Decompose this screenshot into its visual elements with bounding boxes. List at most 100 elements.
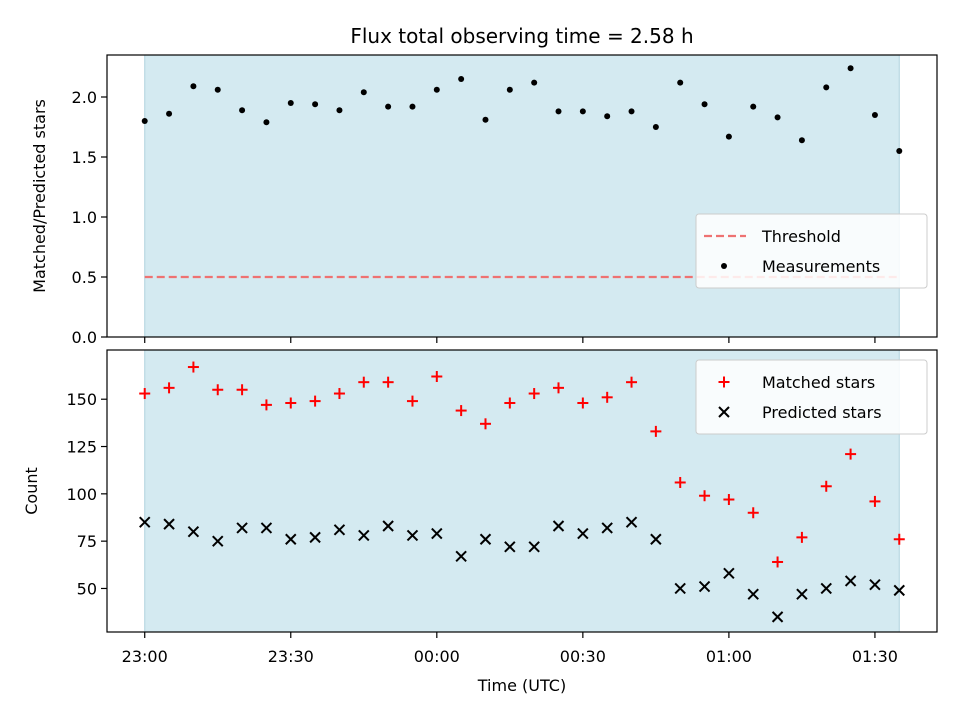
predicted-star-marker — [504, 541, 516, 553]
legend-label: Matched stars — [762, 373, 875, 392]
marker-stroke — [285, 533, 297, 545]
marker-stroke — [771, 611, 784, 623]
y-tick-label: 1.5 — [72, 148, 97, 167]
marker-stroke — [163, 518, 175, 530]
matched-star-marker — [504, 397, 516, 409]
predicted-star-marker — [747, 588, 759, 600]
matched-star-marker — [139, 388, 151, 400]
y-tick-label: 75 — [77, 532, 97, 551]
marker-stroke — [650, 533, 662, 545]
matched-star-marker — [309, 395, 321, 407]
legend-label: Threshold — [761, 227, 841, 246]
y-axis-label: Count — [22, 467, 41, 515]
legend-label: Measurements — [762, 257, 880, 276]
measurement-point — [336, 107, 343, 114]
marker-stroke — [187, 525, 200, 538]
measurement-point — [555, 108, 562, 115]
legend-label: Predicted stars — [762, 403, 882, 422]
matched-star-marker — [333, 388, 345, 400]
measurement-point — [531, 79, 538, 86]
predicted-star-marker — [601, 522, 613, 534]
legend-key-measurements — [721, 263, 727, 269]
measurement-point — [409, 103, 416, 110]
matched-star-marker — [358, 376, 370, 388]
y-axis-label: Matched/Predicted stars — [30, 99, 49, 293]
measurement-point — [652, 124, 659, 130]
legend-box — [695, 359, 928, 435]
x-tick-label: 00:30 — [560, 647, 606, 666]
measurement-point — [190, 83, 197, 90]
measurement-point — [750, 103, 757, 110]
predicted-star-marker — [163, 518, 175, 530]
measurement-point — [798, 137, 805, 144]
matched-star-marker — [382, 376, 394, 388]
plot-frame — [106, 54, 938, 338]
marker-stroke — [820, 582, 832, 595]
matched-star-marker — [553, 382, 565, 394]
marker-stroke — [504, 541, 516, 553]
predicted-star-marker — [309, 531, 321, 544]
measurement-point — [214, 86, 221, 93]
predicted-star-marker — [869, 578, 881, 591]
marker-stroke — [718, 406, 730, 418]
measurement-point — [774, 114, 781, 121]
matched-star-marker — [845, 448, 857, 460]
legend-box — [695, 213, 928, 289]
matched-star-marker — [236, 384, 248, 396]
legend-key-predicted — [718, 406, 730, 418]
marker-stroke — [333, 524, 346, 536]
matched-star-marker — [796, 531, 808, 543]
measurement-point — [896, 148, 903, 154]
marker-stroke — [528, 541, 540, 553]
observing-window — [144, 55, 900, 337]
predicted-star-marker — [528, 541, 540, 553]
marker-stroke — [844, 575, 857, 587]
measurement-point — [239, 107, 246, 114]
measurement-point — [701, 101, 708, 108]
legend-key-matched — [718, 376, 730, 388]
matched-star-marker — [260, 399, 272, 411]
measurement-point — [385, 103, 392, 110]
marker-stroke — [236, 522, 248, 534]
predicted-star-marker — [771, 611, 784, 623]
matched-star-marker — [626, 376, 638, 388]
matched-star-marker — [893, 533, 905, 545]
predicted-star-marker — [333, 524, 346, 536]
measurement-point — [312, 101, 319, 108]
marker-stroke — [309, 531, 321, 544]
marker-stroke — [431, 527, 443, 540]
matched-star-marker — [479, 418, 491, 430]
marker-stroke — [212, 535, 224, 547]
marker-stroke — [796, 588, 808, 600]
matched-star-marker — [869, 495, 881, 507]
predicted-star-marker — [650, 533, 662, 545]
y-tick-label: 2.0 — [72, 88, 97, 107]
marker-stroke — [723, 567, 735, 580]
marker-stroke — [479, 533, 492, 545]
matched-star-marker — [674, 476, 686, 488]
measurement-point — [604, 113, 611, 120]
matched-star-marker — [577, 397, 589, 409]
measurement-point — [628, 108, 635, 115]
marker-stroke — [577, 527, 589, 540]
measurement-point — [141, 118, 148, 124]
measurement-point — [871, 112, 878, 118]
measurement-point — [433, 86, 440, 93]
measurement-point — [725, 133, 732, 140]
predicted-star-marker — [625, 516, 638, 528]
x-tick-label: 00:00 — [414, 647, 460, 666]
predicted-star-marker — [382, 520, 394, 532]
marker-stroke — [747, 588, 759, 600]
predicted-star-marker — [260, 522, 273, 534]
matched-star-marker — [285, 397, 297, 409]
predicted-star-marker — [552, 520, 565, 532]
marker-stroke — [625, 516, 638, 528]
predicted-star-marker — [577, 527, 589, 540]
marker-stroke — [674, 582, 686, 595]
measurement-point — [263, 119, 270, 126]
y-tick-label: 0.5 — [72, 268, 97, 287]
count-panel: 50 75 100 125 150 23:00 23:30 00:00 00:30 01:00 01… — [22, 349, 938, 666]
ratio-panel: 0.0 0.5 1.0 1.5 2.0 Matched/Predicted stars Th… — [30, 54, 938, 347]
predicted-star-marker — [698, 580, 711, 593]
